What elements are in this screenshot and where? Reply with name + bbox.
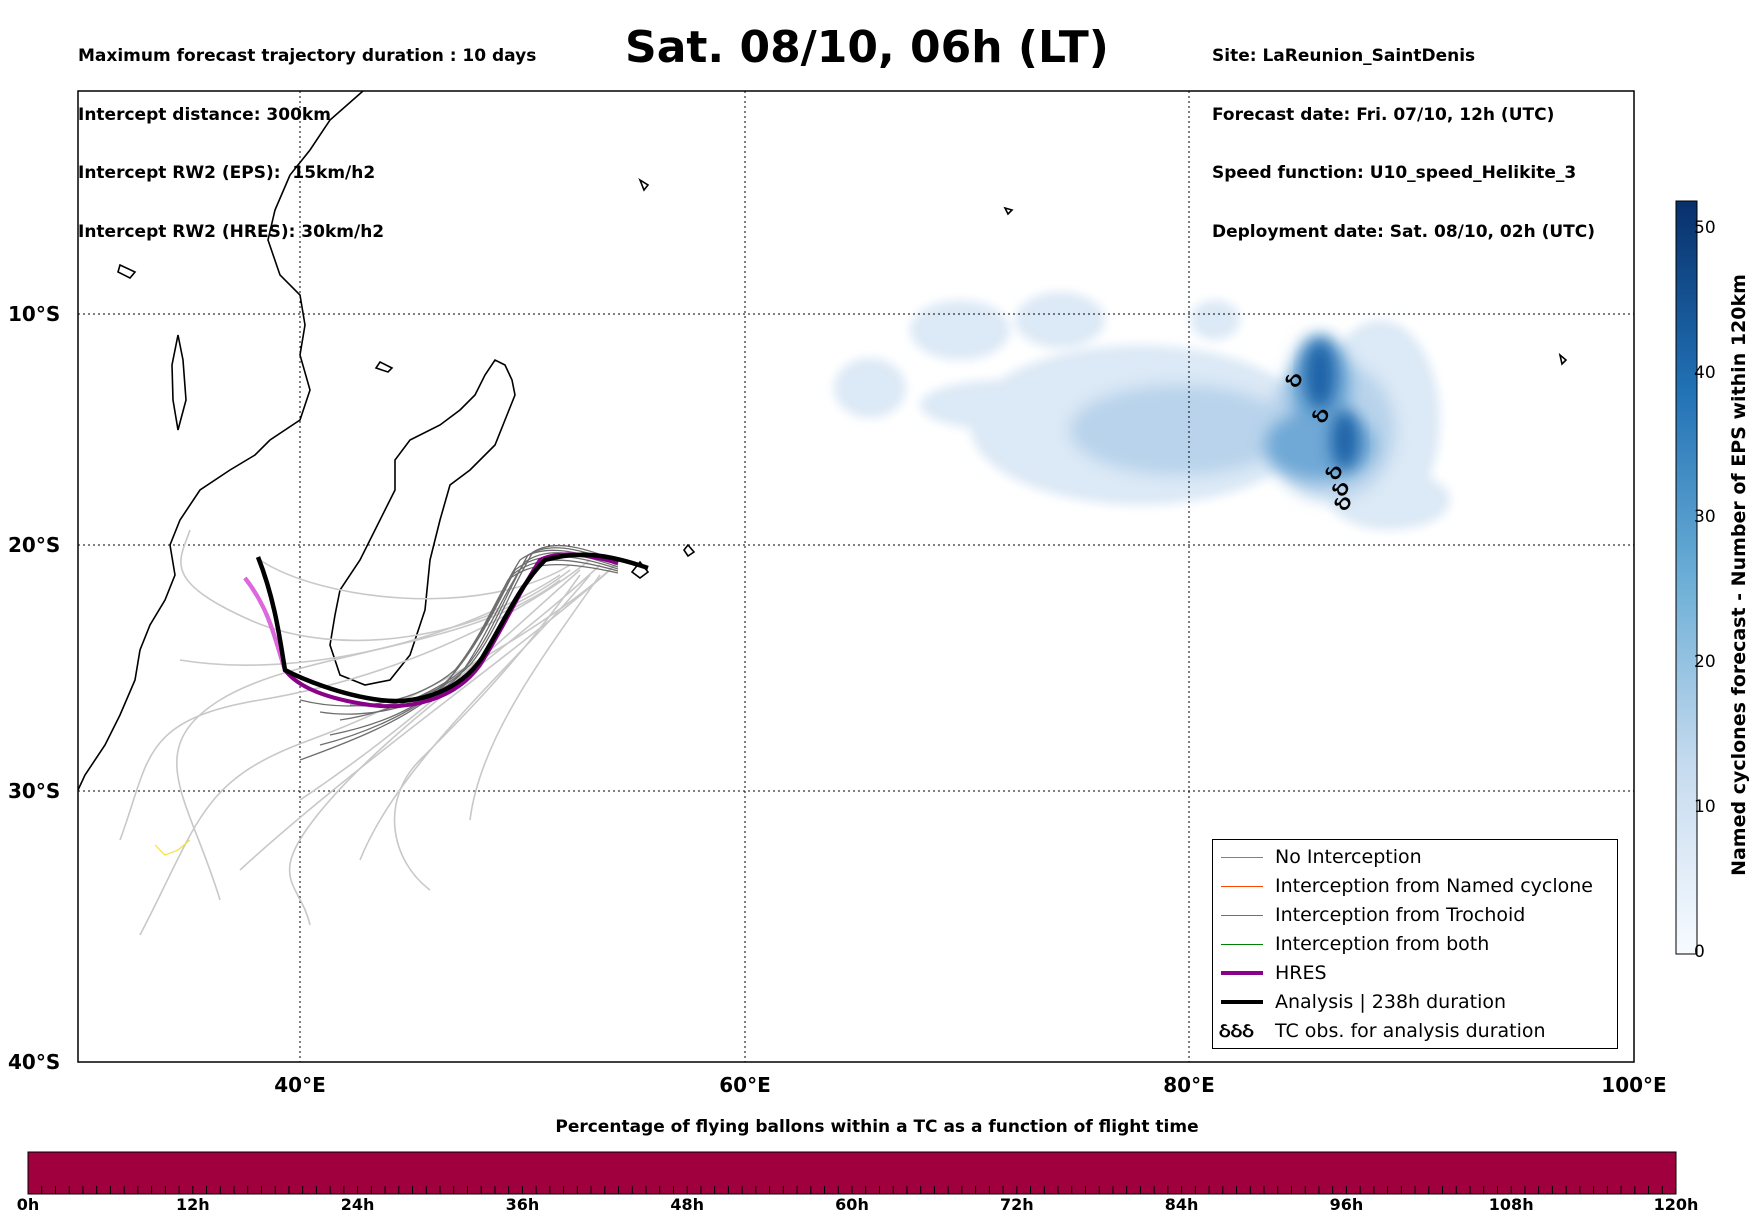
tc-symbol-icon: ઠઠઠ <box>1219 1018 1254 1042</box>
legend-item: Interception from Trochoid <box>1213 901 1617 930</box>
legend-label: TC obs. for analysis duration <box>1275 1020 1546 1042</box>
flight-time-tick: 24h <box>340 1195 375 1214</box>
info-line: Intercept distance: 300km <box>78 104 331 125</box>
lon-label: 60°E <box>719 1073 771 1097</box>
trajectories <box>119 529 649 936</box>
lon-label: 80°E <box>1163 1073 1215 1097</box>
legend-label: Interception from Named cyclone <box>1275 875 1593 897</box>
africa-coast <box>78 91 364 791</box>
legend-label: Analysis | 238h duration <box>1275 991 1507 1013</box>
flight-time-tick: 72h <box>999 1195 1034 1214</box>
flight-time-tick: 84h <box>1164 1195 1199 1214</box>
flight-time-tick: 48h <box>670 1195 705 1214</box>
gridlines <box>78 91 1634 1062</box>
lat-label: 40°S <box>8 1050 61 1074</box>
legend-item: Interception from both <box>1213 930 1617 959</box>
header-info-right: Site: LaReunion_SaintDenis Forecast date… <box>1212 8 1595 262</box>
comoros-island <box>374 360 394 373</box>
flight-time-tick: 108h <box>1488 1195 1534 1214</box>
colorbar-tick: 10 <box>1694 797 1716 817</box>
lat-label: 10°S <box>8 302 61 326</box>
yellow-trajectory <box>154 839 191 856</box>
legend-swatch <box>1221 915 1263 916</box>
flight-time-tick: 96h <box>1329 1195 1364 1214</box>
colorbar-axis-label: Named cyclones forecast - Number of EPS … <box>1724 200 1754 950</box>
map-legend: No Interception Interception from Named … <box>1212 839 1618 1049</box>
colorbar <box>1675 200 1698 955</box>
legend-label: No Interception <box>1275 846 1422 868</box>
info-line: Deployment date: Sat. 08/10, 02h (UTC) <box>1212 221 1596 242</box>
legend-item: Interception from Named cyclone <box>1213 872 1617 901</box>
info-line: Maximum forecast trajectory duration : 1… <box>78 46 537 66</box>
header-info-left: Maximum forecast trajectory duration : 1… <box>78 8 536 262</box>
legend-item: HRES <box>1213 959 1617 988</box>
colorbar-tick: 0 <box>1694 942 1705 962</box>
chagos-island <box>1003 206 1014 216</box>
mauritius-island <box>683 543 696 558</box>
flight-time-bar-title: Percentage of flying ballons within a TC… <box>555 1117 1199 1137</box>
island-small <box>117 263 137 279</box>
legend-label: Interception from Trochoid <box>1275 904 1526 926</box>
legend-item: Analysis | 238h duration <box>1213 988 1617 1017</box>
island-cluster <box>171 334 187 431</box>
legend-item: ઠઠઠ TC obs. for analysis duration <box>1213 1017 1617 1046</box>
madagascar-coast <box>329 358 516 686</box>
colorbar-tick: 50 <box>1694 218 1716 238</box>
info-line: Intercept RW2 (HRES): 30km/h2 <box>78 221 385 242</box>
info-line: Speed function: U10_speed_Helikite_3 <box>1212 163 1577 183</box>
island-east <box>1558 352 1568 366</box>
info-line: Site: LaReunion_SaintDenis <box>1212 46 1476 66</box>
lat-label: 20°S <box>8 533 61 557</box>
info-line: Intercept RW2 (EPS): 15km/h2 <box>78 163 376 183</box>
lon-label: 100°E <box>1601 1073 1667 1097</box>
colorbar-label-text: Named cyclones forecast - Number of EPS … <box>1728 274 1750 876</box>
page-title: Sat. 08/10, 06h (LT) <box>625 22 1109 73</box>
coastlines <box>78 91 1568 791</box>
flight-time-tick: 36h <box>505 1195 540 1214</box>
seychelles-island <box>638 178 650 192</box>
legend-label: Interception from both <box>1275 933 1490 955</box>
legend-item: No Interception <box>1213 843 1617 872</box>
flight-time-bar-minor-ticks <box>27 1186 1677 1194</box>
legend-swatch <box>1221 886 1263 887</box>
lat-label: 30°S <box>8 779 61 803</box>
flight-time-tick: 12h <box>175 1195 210 1214</box>
flight-time-tick: 0h <box>16 1195 40 1214</box>
map-frame <box>77 90 1635 1063</box>
colorbar-tick: 20 <box>1694 652 1716 672</box>
legend-swatch <box>1221 857 1263 858</box>
lon-label: 40°E <box>274 1073 326 1097</box>
analysis-trajectory <box>255 552 649 704</box>
legend-swatch <box>1221 971 1263 975</box>
colorbar-tick: 30 <box>1694 507 1716 527</box>
legend-label: HRES <box>1275 962 1327 984</box>
flight-time-tick: 60h <box>835 1195 869 1214</box>
legend-swatch <box>1221 1000 1263 1004</box>
info-line: Forecast date: Fri. 07/10, 12h (UTC) <box>1212 104 1555 125</box>
flight-time-tick: 120h <box>1653 1195 1699 1214</box>
cyclone-density-field <box>834 292 1450 530</box>
legend-swatch <box>1221 944 1263 945</box>
colorbar-tick: 40 <box>1694 363 1716 383</box>
hres-trajectory <box>243 552 619 709</box>
